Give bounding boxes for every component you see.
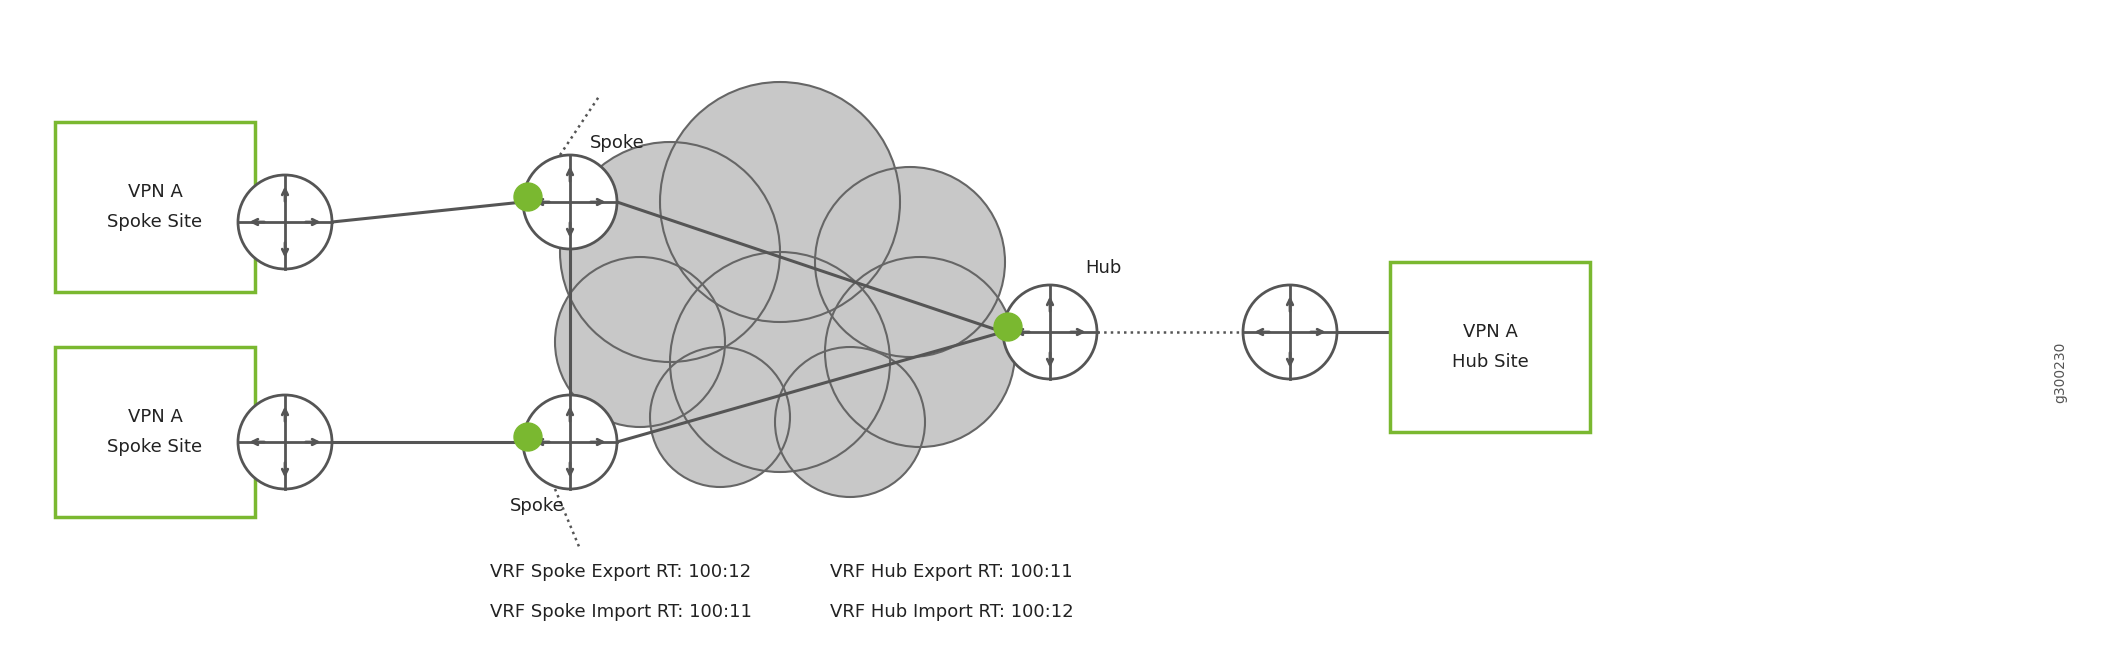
Text: VRF Spoke Import RT: 100:11: VRF Spoke Import RT: 100:11 (490, 603, 752, 621)
Circle shape (561, 142, 779, 362)
Circle shape (523, 155, 618, 249)
Text: VPN A
Hub Site: VPN A Hub Site (1452, 323, 1527, 370)
Circle shape (237, 175, 332, 269)
Circle shape (670, 252, 891, 472)
Circle shape (555, 257, 725, 427)
Circle shape (775, 347, 924, 497)
Circle shape (994, 313, 1021, 341)
Text: g300230: g300230 (2053, 341, 2067, 403)
Bar (55, 122, 254, 292)
Circle shape (515, 423, 542, 451)
Circle shape (649, 347, 790, 487)
Circle shape (1244, 285, 1336, 379)
Circle shape (660, 82, 899, 322)
Circle shape (515, 183, 542, 211)
Text: Spoke: Spoke (511, 497, 565, 515)
Bar (1391, 262, 1590, 432)
Text: VRF Hub Import RT: 100:12: VRF Hub Import RT: 100:12 (830, 603, 1074, 621)
Text: VRF Hub Export RT: 100:11: VRF Hub Export RT: 100:11 (830, 563, 1074, 581)
Circle shape (826, 257, 1015, 447)
Circle shape (523, 395, 618, 489)
Circle shape (815, 167, 1004, 357)
Text: VPN A
Spoke Site: VPN A Spoke Site (107, 409, 202, 456)
Text: Hub: Hub (1084, 259, 1122, 277)
Circle shape (1002, 285, 1097, 379)
Bar (55, 347, 254, 517)
Circle shape (237, 395, 332, 489)
Text: VRF Spoke Export RT: 100:12: VRF Spoke Export RT: 100:12 (490, 563, 752, 581)
Text: VPN A
Spoke Site: VPN A Spoke Site (107, 183, 202, 230)
Text: Spoke: Spoke (590, 134, 645, 152)
